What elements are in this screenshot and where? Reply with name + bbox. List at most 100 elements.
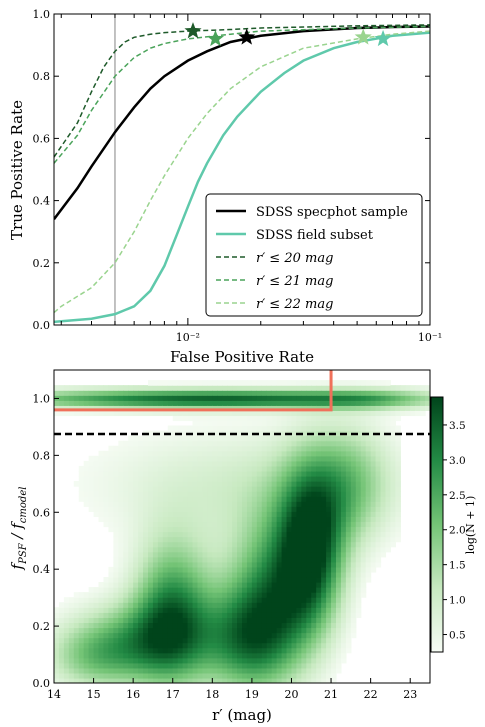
heatmap-cell: [326, 546, 332, 553]
heatmap-ytick-label: 0.6: [33, 506, 51, 519]
heatmap-cell: [167, 582, 174, 588]
heatmap-cell: [148, 380, 154, 386]
heatmap-cell: [296, 400, 302, 406]
heatmap-cell: [63, 647, 70, 654]
heatmap-cell: [242, 637, 248, 644]
heatmap-cell: [261, 450, 268, 457]
heatmap-cell: [172, 521, 179, 528]
heatmap-cell: [217, 587, 223, 593]
heatmap-cell: [143, 652, 149, 659]
heatmap-cell: [246, 481, 253, 487]
heatmap-cell: [360, 506, 367, 512]
heatmap-cell: [316, 672, 322, 679]
heatmap-cell: [103, 516, 110, 523]
heatmap-cell: [340, 551, 347, 558]
heatmap-cell: [88, 405, 95, 411]
heatmap-cell: [380, 400, 387, 406]
heatmap-cell: [256, 546, 263, 553]
heatmap-cell: [261, 536, 268, 543]
heatmap-cell: [251, 647, 258, 654]
heatmap-cell: [296, 491, 302, 497]
heatmap-cell: [78, 400, 85, 406]
heatmap-cell: [301, 592, 307, 598]
heatmap-cell: [63, 677, 70, 683]
heatmap-cell: [133, 491, 139, 497]
heatmap-cell: [237, 481, 243, 487]
heatmap-cell: [360, 592, 367, 598]
heatmap-cell: [162, 587, 169, 593]
heatmap-cell: [306, 506, 312, 512]
heatmap-cell: [152, 440, 159, 447]
heatmap-cell: [375, 385, 382, 391]
heatmap-cell: [103, 652, 110, 659]
heatmap-cell: [316, 435, 322, 442]
heatmap-cell: [306, 617, 312, 624]
heatmap-cell: [326, 506, 332, 512]
heatmap-cell: [385, 455, 392, 462]
heatmap-cell: [157, 536, 164, 543]
heatmap-cell: [192, 536, 199, 543]
heatmap-cell: [148, 546, 154, 553]
heatmap-cell: [311, 395, 317, 401]
heatmap-cell: [271, 435, 278, 442]
heatmap-cell: [246, 632, 253, 639]
heatmap-cell: [316, 587, 322, 593]
heatmap-cell: [306, 561, 312, 568]
heatmap-cell: [311, 486, 317, 492]
heatmap-cell: [331, 470, 337, 477]
heatmap-cell: [88, 637, 95, 644]
heatmap-cell: [207, 672, 213, 679]
heatmap-cell: [281, 642, 288, 649]
heatmap-cell: [316, 627, 322, 634]
heatmap-cell: [336, 642, 342, 649]
heatmap-cell: [321, 481, 327, 487]
heatmap-cell: [167, 617, 174, 624]
heatmap-cell: [197, 380, 204, 386]
heatmap-cell: [316, 385, 322, 391]
heatmap-cell: [311, 380, 317, 386]
heatmap-cell: [345, 460, 352, 467]
heatmap-cell: [311, 511, 317, 517]
heatmap-cell: [222, 556, 228, 563]
heatmap-cell: [321, 627, 327, 634]
heatmap-cell: [232, 445, 238, 452]
heatmap-cell: [365, 541, 372, 548]
heatmap-cell: [162, 582, 169, 588]
heatmap-cell: [172, 652, 179, 659]
heatmap-cell: [331, 481, 337, 487]
heatmap-cell: [118, 521, 124, 528]
heatmap-cell: [311, 551, 317, 558]
heatmap-cell: [93, 405, 100, 411]
heatmap-cell: [276, 521, 283, 528]
heatmap-cell: [227, 496, 233, 502]
heatmap-cell: [291, 637, 298, 644]
heatmap-cell: [133, 662, 139, 669]
heatmap-cell: [54, 662, 60, 669]
heatmap-cell: [246, 400, 253, 406]
heatmap-cell: [93, 632, 100, 639]
heatmap-cell: [345, 561, 352, 568]
heatmap-cell: [365, 576, 372, 583]
heatmap-cell: [172, 662, 179, 669]
heatmap-cell: [326, 460, 332, 467]
heatmap-cell: [286, 506, 293, 512]
heatmap-cell: [281, 612, 288, 618]
heatmap-cell: [162, 662, 169, 669]
heatmap-cell: [350, 592, 357, 598]
heatmap-cell: [128, 632, 134, 639]
heatmap-cell: [98, 390, 105, 396]
heatmap-cell: [256, 647, 263, 654]
heatmap-cell: [370, 405, 377, 411]
heatmap-cell: [291, 420, 298, 427]
heatmap-cell: [380, 521, 387, 528]
heatmap-cell: [336, 647, 342, 654]
heatmap-cell: [162, 455, 169, 462]
heatmap-cell: [202, 561, 208, 568]
heatmap-cell: [375, 501, 382, 507]
heatmap-cell: [370, 531, 377, 538]
heatmap-cell: [375, 516, 382, 523]
heatmap-cell: [227, 622, 233, 629]
heatmap-cell: [182, 430, 189, 437]
heatmap-cell: [162, 476, 169, 482]
heatmap-cell: [192, 501, 199, 507]
